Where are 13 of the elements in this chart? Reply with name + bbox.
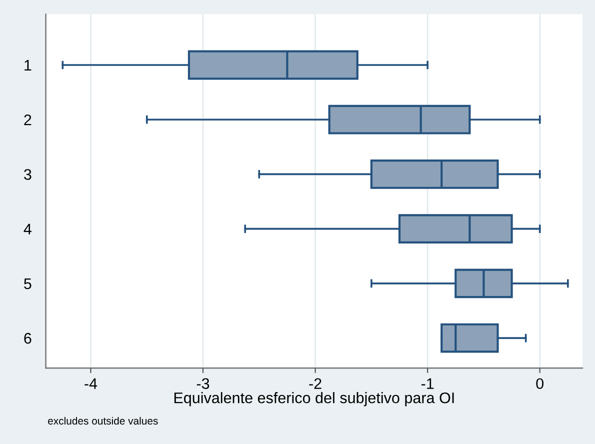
x-tick-label: -4 <box>84 378 98 389</box>
y-tick-label: 6 <box>24 332 32 344</box>
x-tick-label: -1 <box>421 378 434 389</box>
x-axis-title: Equivalente esferico del subjetivo para OI <box>174 392 454 406</box>
y-tick-label: 4 <box>24 224 32 234</box>
x-tick-label: -3 <box>196 378 210 390</box>
x-tick-label: 0 <box>536 378 544 390</box>
y-tick-label: 3 <box>24 169 32 180</box>
y-tick-label: 2 <box>24 114 32 126</box>
y-tick-label: 1 <box>24 60 32 71</box>
x-tick-label: -2 <box>309 378 322 389</box>
y-tick-label: 5 <box>24 278 32 290</box>
text: excludes outside values <box>48 416 158 425</box>
